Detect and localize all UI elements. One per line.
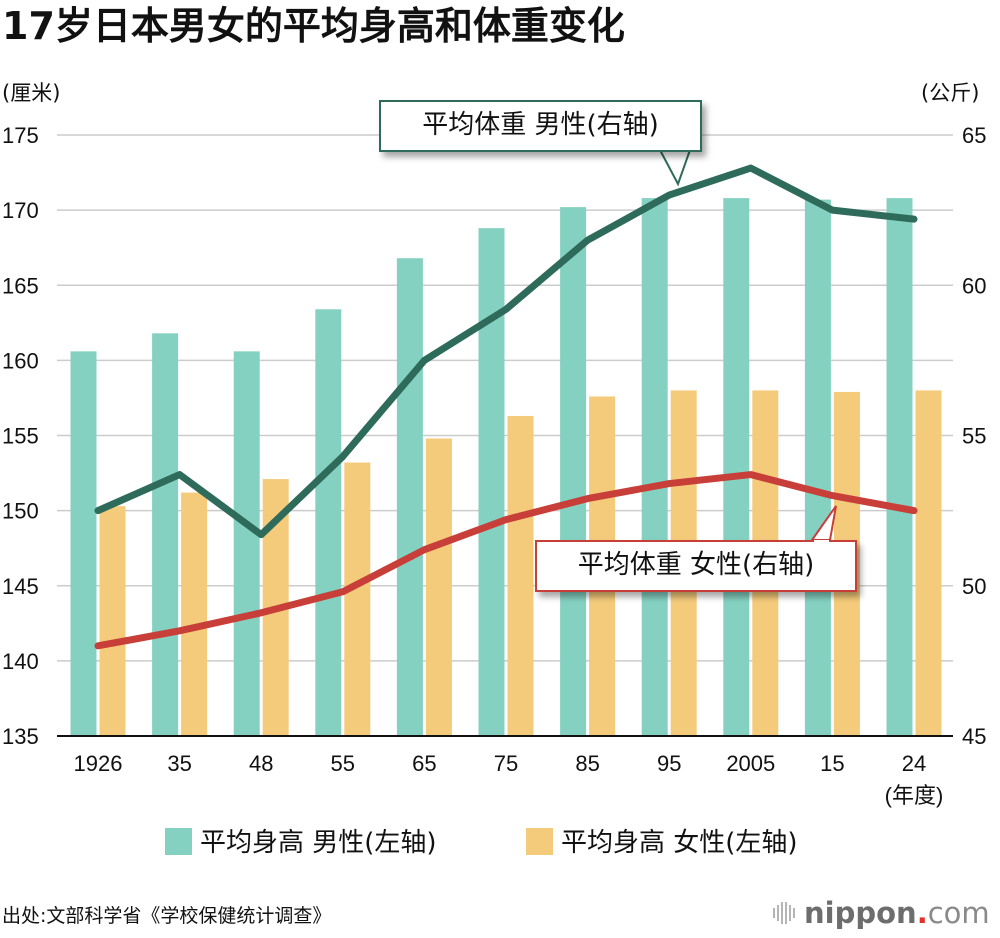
bar-male-height (723, 198, 750, 737)
logo-suffix: com (927, 896, 990, 930)
x-tick-label: 55 (331, 751, 355, 776)
right-tick-label: 65 (962, 123, 986, 148)
female-weight-callout-label: 平均体重 女性(右轴) (577, 550, 815, 580)
bar-male-height (641, 198, 668, 737)
legend-item-male-height: 平均身高 男性(左轴) (165, 826, 437, 860)
left-tick-label: 155 (2, 424, 39, 449)
bar-male-height (233, 351, 260, 736)
bar-male-height (396, 258, 423, 736)
bar-female-height (915, 390, 942, 736)
legend-label-female-height: 平均身高 女性(左轴) (561, 828, 798, 858)
left-tick-label: 175 (2, 123, 39, 148)
male-weight-callout-label: 平均体重 男性(右轴) (422, 110, 659, 140)
x-tick-label: 48 (249, 751, 273, 776)
bar-male-height (152, 333, 179, 736)
bar-male-height (315, 309, 342, 736)
bar-female-height (507, 415, 534, 736)
female-weight-callout: 平均体重 女性(右轴) (535, 540, 857, 592)
weight-lines (94, 164, 918, 650)
logo-dot: . (916, 896, 928, 930)
male-weight-callout: 平均体重 男性(右轴) (379, 100, 702, 152)
female-callout-tail (810, 505, 837, 541)
right-axis-unit: (公斤) (921, 81, 980, 105)
x-tick-label: 75 (494, 751, 518, 776)
bar-female-height (425, 438, 452, 736)
x-tick-label: 1926 (74, 751, 123, 776)
tick-labels: 135 140 145 150 155 160 165 170 175 45 50 55 60 65 192… (2, 123, 986, 808)
x-tick-label: 85 (575, 751, 599, 776)
legend-swatch-male-height (165, 828, 192, 855)
x-tick-label: 2005 (726, 751, 775, 776)
bar-male-height (804, 199, 831, 737)
left-tick-label: 140 (2, 649, 39, 674)
legend-label-male-height: 平均身高 男性(左轴) (200, 828, 437, 858)
right-tick-label: 55 (962, 424, 986, 449)
bar-male-height (70, 351, 97, 736)
male-callout-tail (658, 149, 692, 187)
legend-swatch-female-height (526, 828, 553, 855)
right-tick-label: 45 (962, 724, 986, 749)
left-tick-label: 150 (2, 499, 39, 524)
nippon-logo: nippon.com (772, 896, 990, 932)
x-tick-label: 95 (657, 751, 681, 776)
left-tick-label: 160 (2, 348, 39, 373)
right-tick-label: 60 (962, 273, 986, 298)
bar-male-height (560, 207, 587, 736)
x-tick-label: 15 (820, 751, 844, 776)
bar-female-height (99, 506, 126, 736)
left-axis-unit: (厘米) (2, 81, 61, 105)
right-tick-label: 50 (962, 574, 986, 599)
x-tick-label: 35 (167, 751, 191, 776)
logo-main-text: nippon (804, 896, 917, 930)
left-tick-label: 135 (2, 724, 39, 749)
sound-bars-icon (773, 902, 795, 924)
left-tick-label: 165 (2, 273, 39, 298)
x-tick-label: 65 (412, 751, 436, 776)
bar-female-height (181, 492, 208, 736)
left-tick-label: 145 (2, 574, 39, 599)
x-tick-label: 24 (902, 751, 926, 776)
legend-item-female-height: 平均身高 女性(左轴) (526, 826, 798, 860)
source-note: 出处:文部科学省《学校保健统计调查》 (2, 905, 332, 927)
female-callout-seam (814, 540, 829, 544)
bar-male-height (886, 198, 913, 737)
chart-title: 17岁日本男女的平均身高和体重变化 (2, 4, 625, 48)
left-tick-label: 170 (2, 198, 39, 223)
male-callout-seam (662, 146, 688, 150)
bar-female-height (344, 462, 371, 736)
x-axis-unit: (年度) (885, 783, 944, 808)
